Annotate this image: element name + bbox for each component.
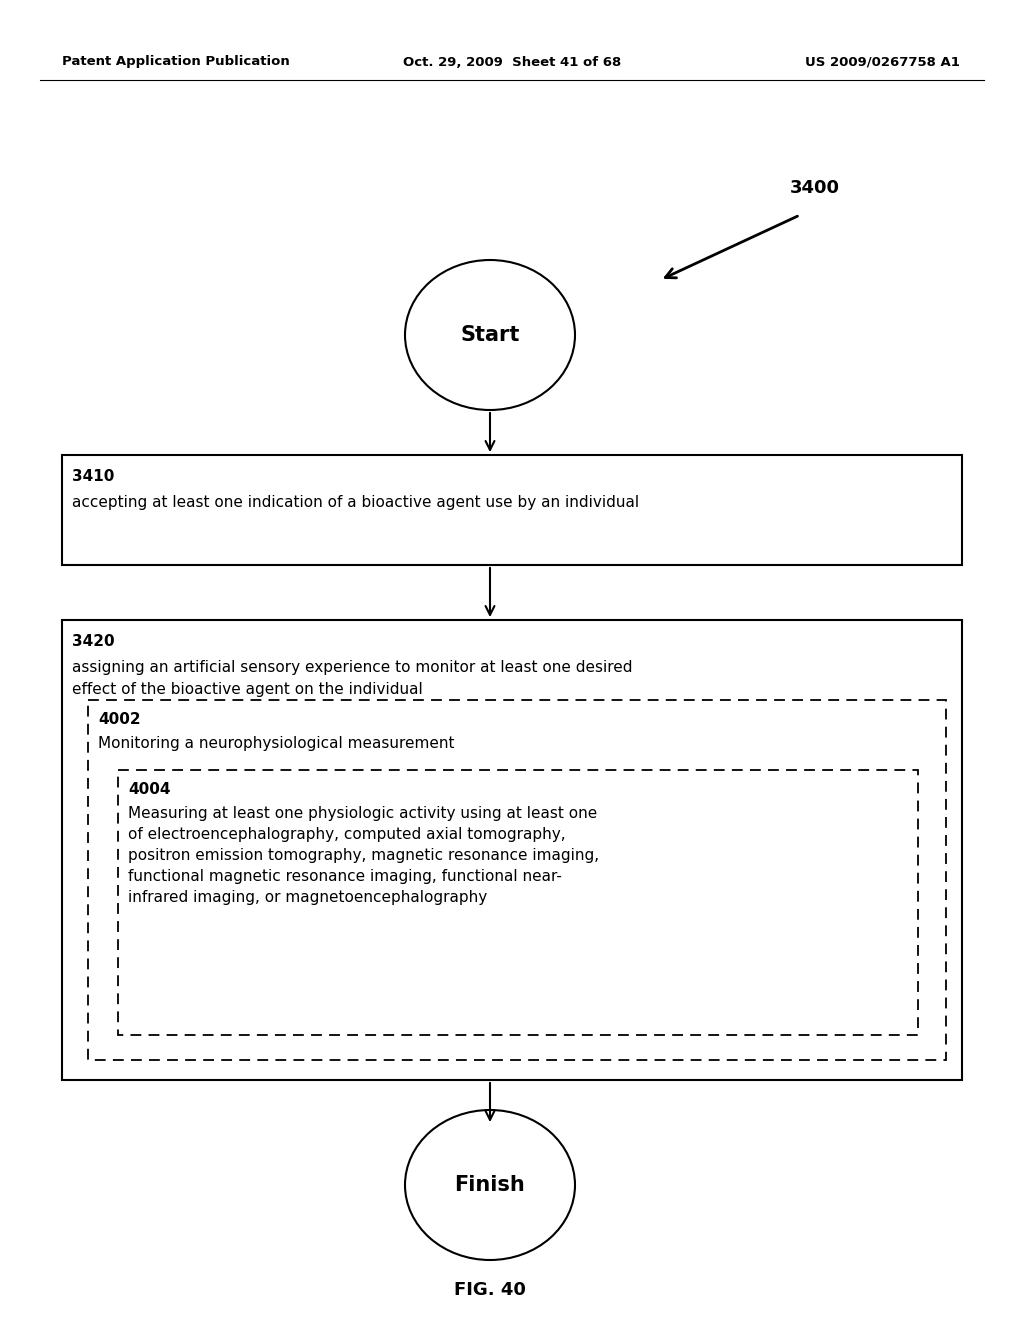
Bar bbox=[62, 620, 962, 1080]
Text: Finish: Finish bbox=[455, 1175, 525, 1195]
Text: Patent Application Publication: Patent Application Publication bbox=[62, 55, 290, 69]
Text: FIG. 40: FIG. 40 bbox=[454, 1280, 526, 1299]
Text: Measuring at least one physiologic activity using at least one: Measuring at least one physiologic activ… bbox=[128, 807, 597, 821]
Bar bbox=[62, 455, 962, 565]
Text: 3420: 3420 bbox=[72, 634, 115, 649]
Text: 4004: 4004 bbox=[128, 781, 171, 797]
Text: US 2009/0267758 A1: US 2009/0267758 A1 bbox=[805, 55, 961, 69]
Text: 3400: 3400 bbox=[790, 180, 840, 197]
Text: functional magnetic resonance imaging, functional near-: functional magnetic resonance imaging, f… bbox=[128, 869, 562, 884]
Text: accepting at least one indication of a bioactive agent use by an individual: accepting at least one indication of a b… bbox=[72, 495, 639, 510]
Text: Start: Start bbox=[461, 325, 520, 345]
Text: infrared imaging, or magnetoencephalography: infrared imaging, or magnetoencephalogra… bbox=[128, 890, 487, 906]
Text: positron emission tomography, magnetic resonance imaging,: positron emission tomography, magnetic r… bbox=[128, 847, 599, 863]
Text: effect of the bioactive agent on the individual: effect of the bioactive agent on the ind… bbox=[72, 682, 423, 697]
Text: assigning an artificial sensory experience to monitor at least one desired: assigning an artificial sensory experien… bbox=[72, 660, 633, 675]
Bar bbox=[88, 700, 946, 1060]
Text: 3410: 3410 bbox=[72, 469, 115, 484]
Text: Oct. 29, 2009  Sheet 41 of 68: Oct. 29, 2009 Sheet 41 of 68 bbox=[402, 55, 622, 69]
Text: of electroencephalography, computed axial tomography,: of electroencephalography, computed axia… bbox=[128, 828, 565, 842]
Bar bbox=[118, 770, 918, 1035]
Text: 4002: 4002 bbox=[98, 711, 140, 727]
Text: Monitoring a neurophysiological measurement: Monitoring a neurophysiological measurem… bbox=[98, 737, 455, 751]
